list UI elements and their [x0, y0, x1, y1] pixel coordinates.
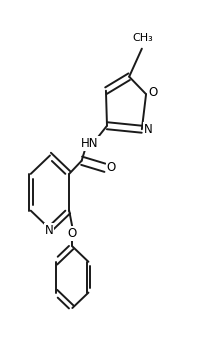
- Text: CH₃: CH₃: [132, 33, 153, 43]
- Text: O: O: [107, 161, 116, 174]
- Text: N: N: [45, 224, 53, 237]
- Text: O: O: [148, 86, 158, 99]
- Text: O: O: [68, 227, 77, 240]
- Text: N: N: [144, 123, 153, 136]
- Text: HN: HN: [81, 137, 99, 150]
